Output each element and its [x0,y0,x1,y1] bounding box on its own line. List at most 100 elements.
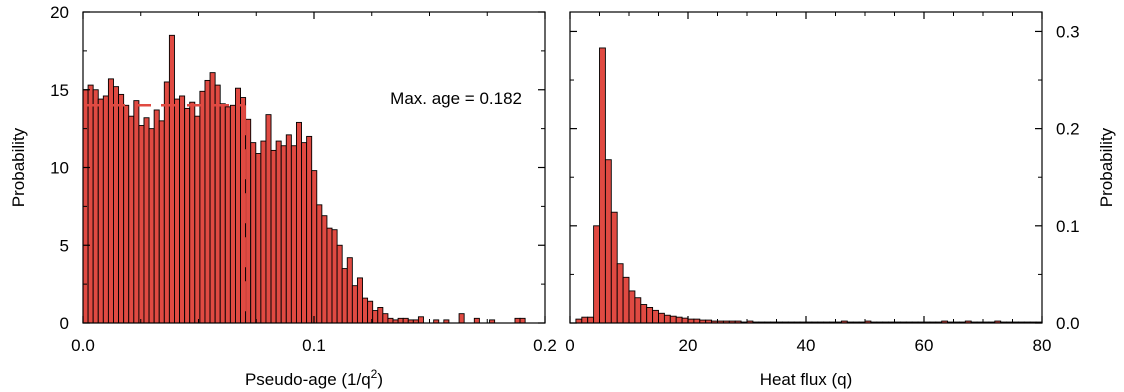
histogram-bar [123,104,130,324]
histogram-bar [229,104,236,324]
heat-flux-bars [575,47,1043,324]
y-tick-label: 15 [50,81,69,100]
histogram-bar [92,89,99,324]
histogram-bar [341,268,348,324]
histogram-bar [622,276,630,324]
histogram-bar [604,159,612,324]
histogram-bar [610,211,618,324]
histogram-bar [280,145,287,324]
histogram-bar [204,79,211,324]
histogram-bar [397,317,404,324]
histogram-bar [356,277,363,324]
histogram-bar [245,118,252,324]
histogram-bar [675,316,683,324]
histogram-bar [377,307,384,324]
histogram-bar [148,128,155,324]
y-tick-label: 0.1 [1056,217,1080,236]
histogram-bar [255,153,262,324]
left-x-axis-label: Pseudo-age (1/q2) [245,367,383,389]
histogram-bar [514,317,521,324]
histogram-bar [143,117,150,324]
histogram-bar [473,317,480,324]
histogram-bar [295,121,302,324]
histogram-bar [669,315,677,324]
right-axis-ticks: 0 20 40 60 800.0 0.1 0.2 0.3 [565,12,1080,355]
histogram-bar [402,317,409,324]
histogram-bar [285,134,292,324]
left-x-axis-label-superscript: 2 [371,367,378,381]
pseudo-age-bars [82,34,526,324]
x-tick-label: 0 [565,336,574,355]
y-tick-label: 10 [50,159,69,178]
histogram-bar [301,142,308,324]
max-age-reference-line [83,104,246,323]
right-plot-frame [569,11,1043,324]
histogram-bar [270,149,277,324]
histogram-bar [326,227,333,324]
histogram-bar [417,316,424,324]
max-age-annotation: Max. age = 0.182 [390,89,522,108]
histogram-bar [658,312,665,324]
x-tick-label: 0.0 [71,336,95,355]
histogram-bar [362,297,369,324]
histogram-bar [174,98,181,324]
histogram-bar [168,34,175,324]
histogram-bar [616,263,624,324]
histogram-bar [336,244,343,324]
histogram-bar [189,101,196,324]
histogram-bar [102,95,109,324]
heat-flux-histogram-panel: 0 20 40 60 800.0 0.1 0.2 0.3 Probability Heat f… [565,11,1116,389]
x-tick-label: 20 [679,336,698,355]
histogram-bar [153,109,160,324]
y-tick-label: 0.2 [1056,120,1080,139]
histogram-bar [224,106,231,324]
histogram-bar [113,86,120,324]
histogram-bar [128,115,135,324]
histogram-bar [260,140,267,324]
histogram-bar [351,285,358,324]
histogram-bar [331,229,338,324]
histogram-bar [382,313,389,324]
left-x-axis-label-main: Pseudo-age (1/q [245,370,371,389]
histogram-bar [646,307,654,324]
histogram-bar [652,309,659,324]
histogram-bar [107,78,114,324]
histogram-bar [184,107,191,324]
histogram-bar [209,72,216,324]
histogram-bar [387,317,394,324]
histogram-bar [275,140,282,324]
x-tick-label: 0.2 [533,336,557,355]
histogram-bar [316,204,323,324]
histogram-bar [219,103,226,324]
left-x-axis-label-end: ) [377,370,383,389]
x-tick-label: 0.1 [302,336,326,355]
left-axis-ticks: 0.0 0.1 0.2 0 5 10 15 20 [50,3,557,355]
x-tick-label: 80 [1033,336,1052,355]
histogram-bar [306,135,313,324]
x-tick-label: 40 [797,336,816,355]
histogram-bar [235,87,241,324]
x-tick-label: 60 [915,336,934,355]
right-x-axis-label: Heat flux (q) [760,370,853,389]
y-tick-label: 0.3 [1056,22,1080,41]
histogram-bar [133,100,140,324]
histogram-bar [290,145,297,324]
histogram-bar [681,317,689,324]
histogram-bar [158,120,165,324]
histogram-bar [346,257,353,324]
histogram-bar [87,84,94,324]
histogram-bar [194,115,201,324]
histogram-bar [199,90,206,324]
histogram-bar [663,314,671,324]
histogram-bar [628,290,636,324]
histogram-bar [321,215,328,324]
histogram-bar [599,47,606,324]
histogram-bar [587,316,595,324]
histogram-bar [214,84,221,324]
histogram-bar [634,297,642,324]
y-tick-label: 20 [50,3,69,22]
histogram-bar [265,114,272,324]
histogram-bar [118,93,125,324]
histogram-bar [163,81,170,324]
